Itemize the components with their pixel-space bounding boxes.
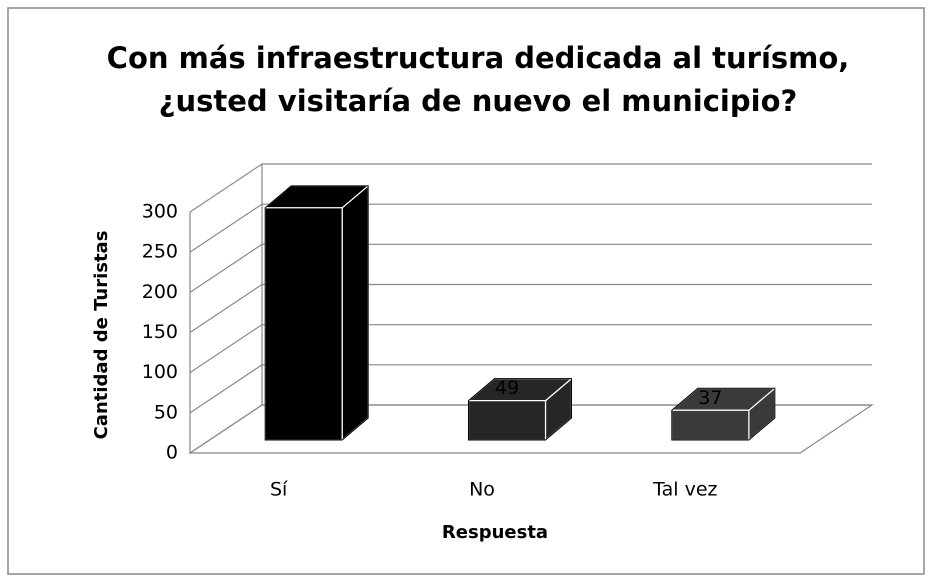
- y-tick-label: 200: [142, 281, 178, 303]
- chart-title: Con más infraestructura dedicada al turí…: [107, 41, 850, 75]
- chart-title: ¿usted visitaría de nuevo el municipio?: [159, 84, 798, 118]
- y-tick-label: 150: [142, 321, 178, 343]
- chart-border: [7, 7, 925, 575]
- bar: [671, 409, 750, 441]
- y-tick-label: 0: [166, 442, 178, 464]
- grid-line: [189, 404, 872, 454]
- grid-line: [189, 283, 872, 333]
- bar: [264, 207, 343, 441]
- data-label: 49: [495, 377, 519, 399]
- y-tick-label: 50: [154, 401, 178, 423]
- x-tick-label: Sí: [270, 479, 288, 501]
- bar-outline: [468, 378, 572, 441]
- grid-line: [189, 163, 872, 213]
- grid-line: [189, 324, 872, 374]
- bar-outline: [671, 387, 776, 441]
- y-tick-label: 100: [142, 361, 178, 383]
- y-tick-label: 250: [142, 241, 178, 263]
- x-axis-label: Respuesta: [442, 522, 548, 543]
- x-tick-label: No: [469, 479, 495, 501]
- data-label: 289: [286, 184, 322, 206]
- grid-line: [189, 364, 872, 414]
- y-axis-label: Cantidad de Turistas: [91, 231, 112, 440]
- x-tick-label: Tal vez: [652, 479, 717, 501]
- data-label: 37: [698, 387, 722, 409]
- grid-line: [189, 243, 872, 293]
- bar-side: [341, 185, 369, 441]
- bar-outline: [264, 185, 369, 441]
- bar: [467, 400, 547, 441]
- y-tick-label: 300: [142, 201, 178, 223]
- grid-line: [189, 203, 872, 253]
